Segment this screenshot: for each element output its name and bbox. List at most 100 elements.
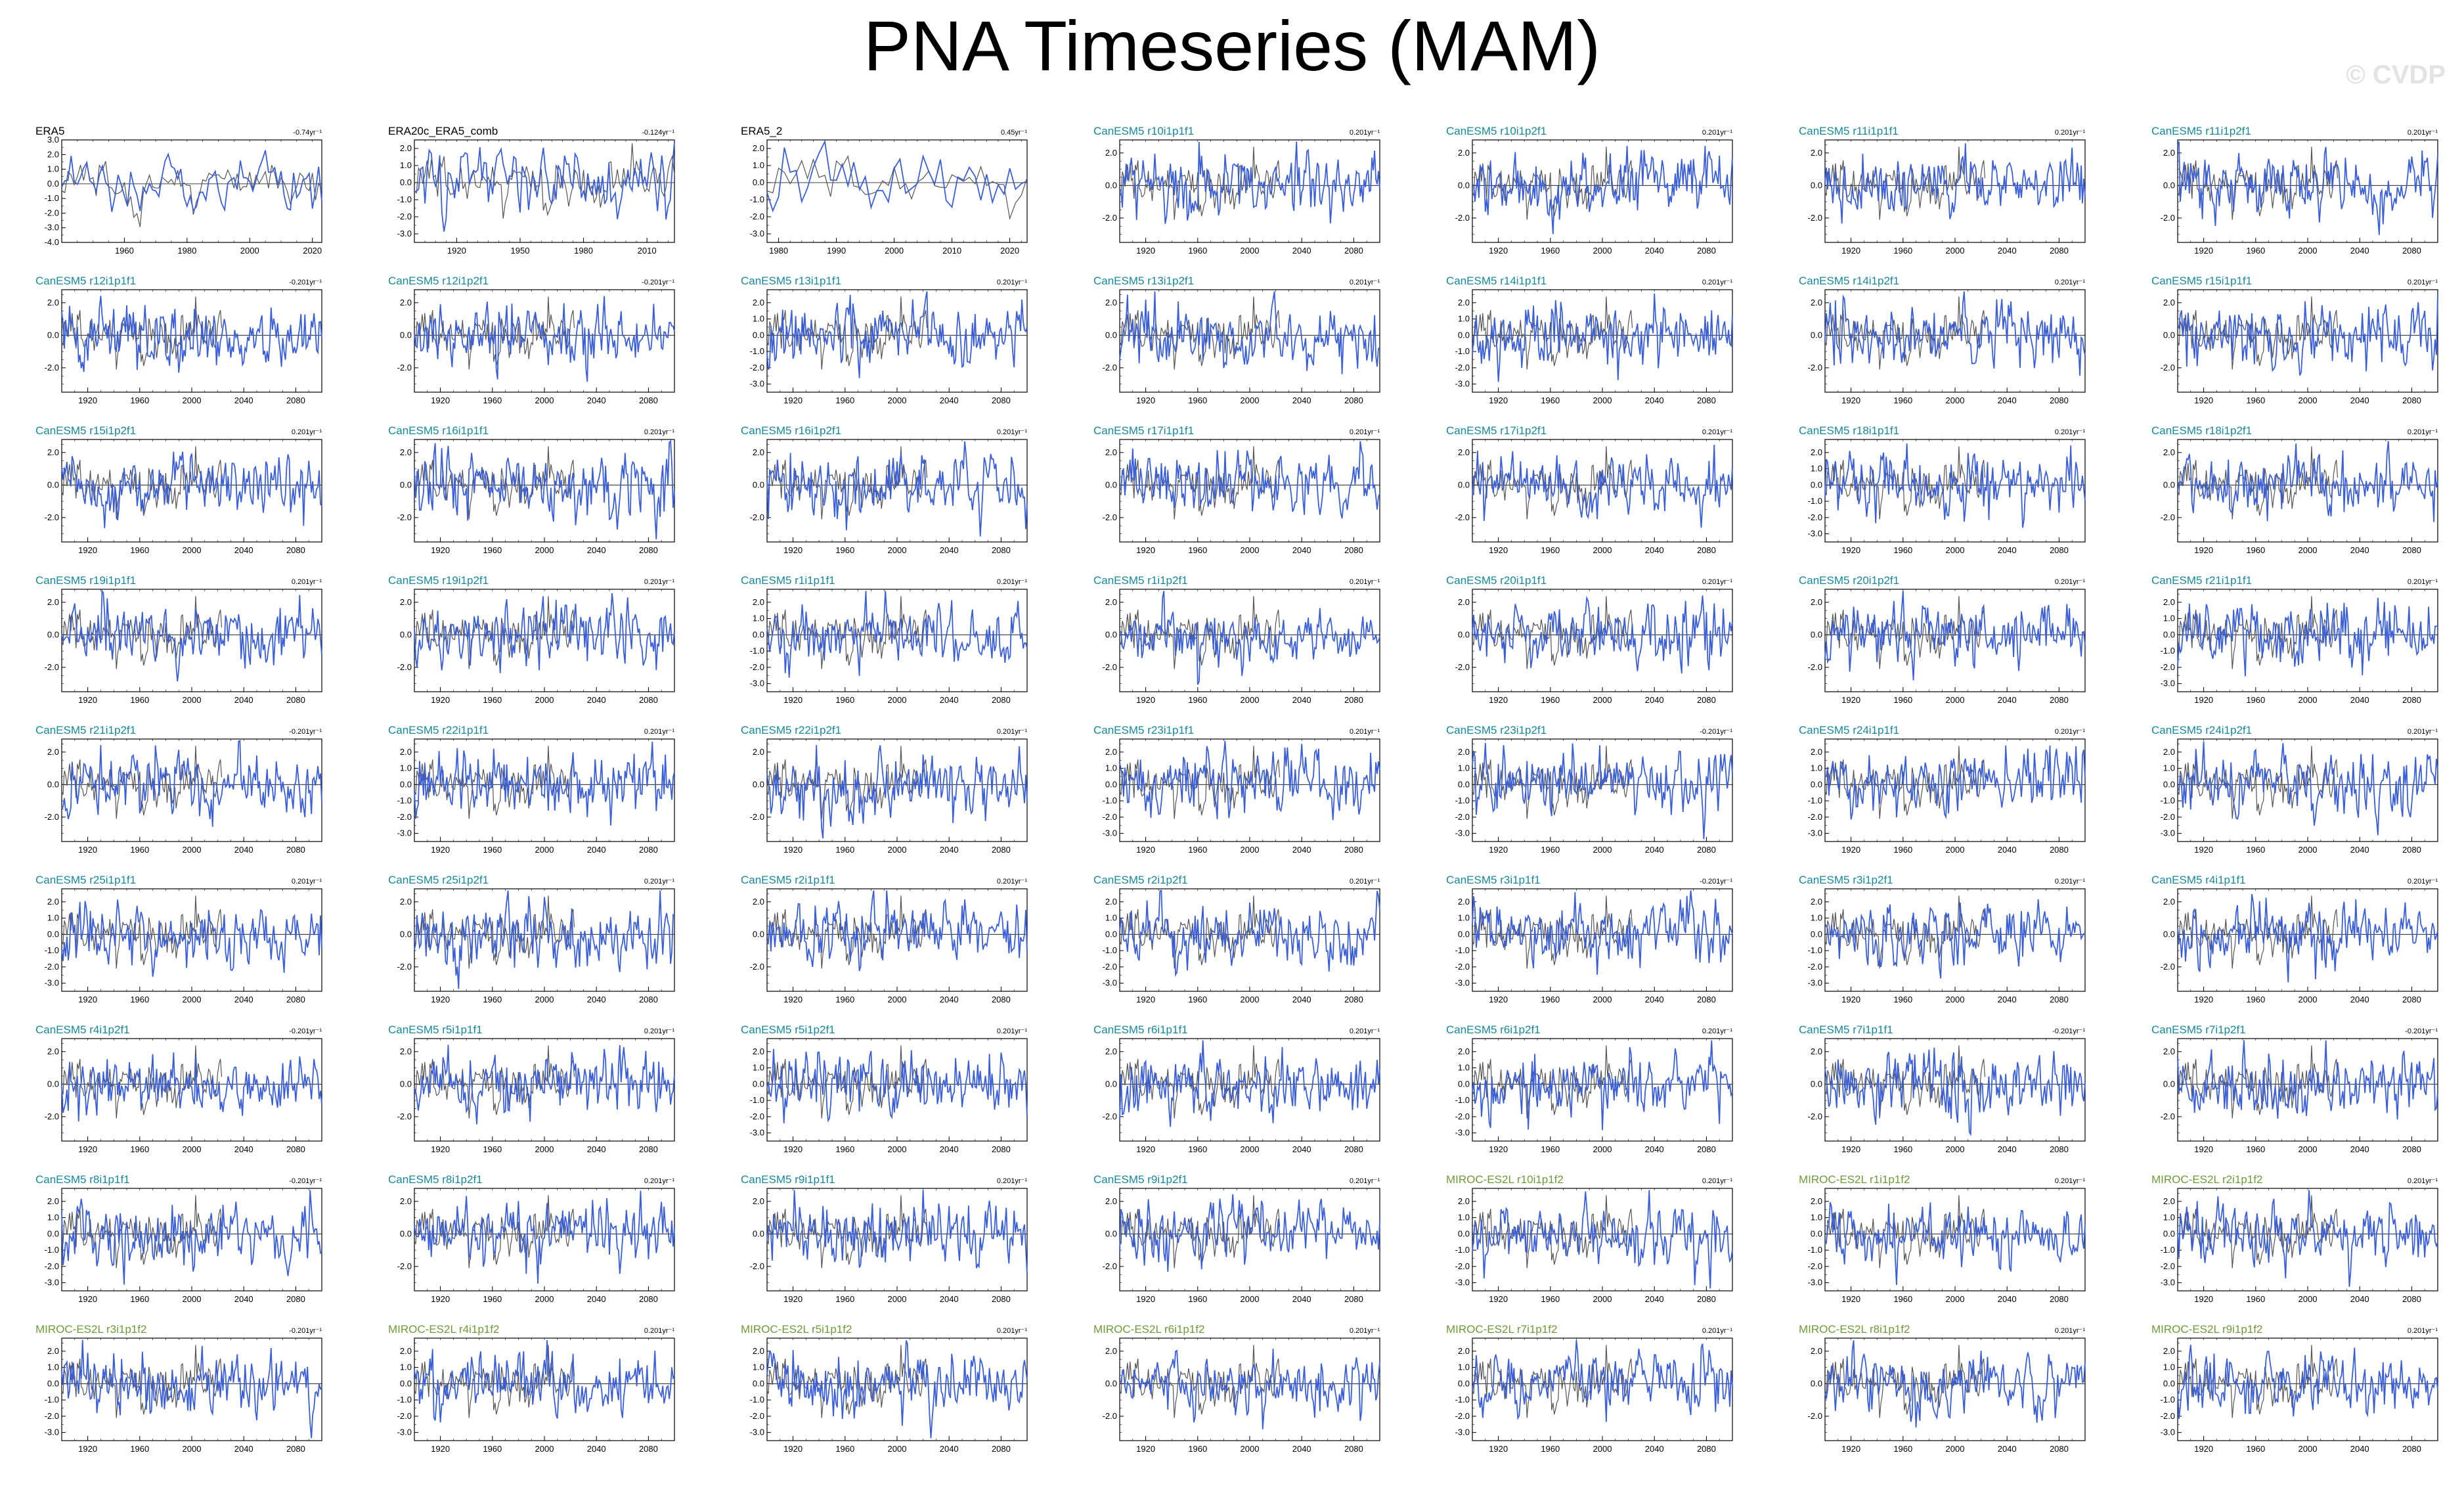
x-tick-label: 2000 xyxy=(535,545,554,555)
x-tick-label: 2040 xyxy=(587,1294,606,1304)
panel-svg: MIROC-ES2L r4i1p1f2 0.201yr⁻¹ 2.0 1.0 0.0 -1.… xyxy=(388,1323,675,1454)
x-tick-label: 2040 xyxy=(234,695,253,705)
y-tick-label: 1.0 xyxy=(1458,314,1470,324)
member-series-line xyxy=(61,451,322,529)
x-tick-label: 2000 xyxy=(1593,246,1612,256)
y-tick-label: 0.0 xyxy=(2163,629,2175,639)
y-tick-label: -1.0 xyxy=(1808,496,1822,506)
timeseries-panel: CanESM5 r25i1p1f1 0.201yr⁻¹ 2.0 1.0 0.0 -1.0 -… xyxy=(33,870,322,1004)
x-tick-label: 2000 xyxy=(888,1144,907,1154)
reference-series-line xyxy=(1472,146,1633,220)
panel-title: CanESM5 r12i1p1f1 xyxy=(35,275,136,287)
x-tick-label: 1920 xyxy=(1136,845,1155,855)
panel-title: CanESM5 r18i1p1f1 xyxy=(1799,424,1899,437)
panel-title: CanESM5 r5i1p1f1 xyxy=(388,1023,483,1036)
x-tick-label: 2000 xyxy=(1241,545,1260,555)
panel-title: CanESM5 r14i1p2f1 xyxy=(1799,275,1899,287)
x-tick-label: 1920 xyxy=(1489,1294,1508,1304)
y-tick-label: -2.0 xyxy=(2161,512,2175,522)
x-tick-label: 1920 xyxy=(783,845,803,855)
timeseries-panel: ERA20c_ERA5_comb -0.124yr⁻¹ 2.0 1.0 0.0 -1.0 -… xyxy=(385,122,675,256)
x-tick-label: 2080 xyxy=(992,845,1011,855)
x-tick-label: 2040 xyxy=(587,545,606,555)
y-tick-label: 0.0 xyxy=(2163,1228,2175,1238)
y-tick-label: 2.0 xyxy=(1811,148,1822,158)
x-tick-label: 2040 xyxy=(234,1144,253,1154)
plot-frame xyxy=(1472,289,1733,393)
y-tick-label: 0.0 xyxy=(753,929,764,939)
x-tick-label: 1980 xyxy=(769,246,788,256)
x-tick-label: 2080 xyxy=(639,545,658,555)
x-tick-label: 2080 xyxy=(1344,1144,1363,1154)
panel-trend-label: 0.201yr⁻¹ xyxy=(644,1027,674,1035)
panel-trend-label: 0.201yr⁻¹ xyxy=(2055,279,2085,286)
plot-frame xyxy=(2177,1188,2438,1292)
x-tick-label: 2040 xyxy=(1645,1144,1664,1154)
member-series-line xyxy=(2177,1190,2438,1287)
panel-svg: CanESM5 r13i1p1f1 0.201yr⁻¹ 2.0 1.0 0.0 -1.0 -… xyxy=(741,275,1028,405)
panel-title: CanESM5 r2i1p2f1 xyxy=(1093,874,1188,886)
panel-title: CanESM5 r10i1p1f1 xyxy=(1093,125,1194,137)
y-tick-label: 2.0 xyxy=(1811,897,1822,907)
x-tick-label: 2040 xyxy=(1292,246,1311,256)
y-tick-label: -1.0 xyxy=(397,194,412,204)
x-tick-label: 2040 xyxy=(2350,545,2369,555)
y-tick-label: -1.0 xyxy=(1455,1095,1470,1105)
panel-svg: CanESM5 r14i1p2f1 0.201yr⁻¹ 2.0 0.0 -2.0 1920… xyxy=(1799,275,2086,405)
y-tick-label: -3.0 xyxy=(1103,828,1117,838)
plot-frame xyxy=(1472,1337,1733,1441)
y-tick-label: 0.0 xyxy=(400,1228,412,1238)
y-tick-label: -2.0 xyxy=(1808,812,1822,822)
x-tick-label: 2000 xyxy=(1241,1294,1260,1304)
y-tick-label: -1.0 xyxy=(397,1395,412,1404)
y-tick-label: 0.0 xyxy=(1811,929,1822,939)
y-tick-label: 2.0 xyxy=(1105,298,1117,307)
x-tick-label: 2000 xyxy=(1241,246,1260,256)
panel-svg: CanESM5 r24i1p1f1 0.201yr⁻¹ 2.0 1.0 0.0 -1.0 -… xyxy=(1799,724,2086,855)
x-tick-label: 2080 xyxy=(2050,1294,2069,1304)
panel-trend-label: 0.201yr⁻¹ xyxy=(2055,129,2085,137)
y-tick-label: 1.0 xyxy=(1811,763,1822,773)
x-tick-label: 2040 xyxy=(1998,995,2017,1004)
plot-frame xyxy=(766,139,1028,243)
panel-trend-label: 0.201yr⁻¹ xyxy=(1702,578,1732,586)
reference-series-line xyxy=(2177,746,2339,819)
timeseries-panel: MIROC-ES2L r2i1p1f2 0.201yr⁻¹ 2.0 1.0 0.0 -1.… xyxy=(2149,1170,2438,1304)
y-tick-label: -3.0 xyxy=(1455,828,1470,838)
panel-title: MIROC-ES2L r2i1p1f2 xyxy=(2151,1173,2262,1186)
member-series-line xyxy=(1824,745,2086,820)
y-tick-label: -2.0 xyxy=(397,812,412,822)
y-tick-label: -1.0 xyxy=(750,346,764,356)
panel-trend-label: 0.201yr⁻¹ xyxy=(1350,1177,1380,1185)
panel-svg: CanESM5 r13i1p2f1 0.201yr⁻¹ 2.0 0.0 -2.0 1920… xyxy=(1093,275,1380,405)
x-tick-label: 2080 xyxy=(2050,845,2069,855)
y-tick-label: -1.0 xyxy=(1808,796,1822,805)
panel-title: ERA20c_ERA5_comb xyxy=(388,125,498,137)
member-series-line xyxy=(414,742,675,826)
panel-title: CanESM5 r13i1p1f1 xyxy=(741,275,841,287)
panel-trend-label: -0.201yr⁻¹ xyxy=(289,1177,322,1185)
reference-series-line xyxy=(2177,296,2339,370)
member-series-line xyxy=(1119,889,1380,977)
panel-trend-label: -0.201yr⁻¹ xyxy=(289,728,322,736)
y-tick-label: 2.0 xyxy=(1105,148,1117,158)
panel-title: CanESM5 r16i1p2f1 xyxy=(741,424,841,437)
y-tick-label: 1.0 xyxy=(2163,1213,2175,1223)
x-tick-label: 1960 xyxy=(2246,395,2265,405)
x-tick-label: 2000 xyxy=(1593,1144,1612,1154)
panel-title: MIROC-ES2L r6i1p1f2 xyxy=(1093,1323,1204,1336)
y-tick-label: -2.0 xyxy=(1103,213,1117,223)
member-series-line xyxy=(1119,291,1380,374)
y-tick-label: -2.0 xyxy=(2161,363,2175,372)
y-tick-label: 0.0 xyxy=(2163,929,2175,939)
x-tick-label: 1960 xyxy=(2246,995,2265,1004)
x-tick-label: 2000 xyxy=(1946,1294,1965,1304)
member-series-line xyxy=(61,296,322,373)
x-tick-label: 2080 xyxy=(2050,545,2069,555)
x-tick-label: 1960 xyxy=(483,995,502,1004)
timeseries-panel: CanESM5 r21i1p1f1 0.201yr⁻¹ 2.0 1.0 0.0 -1.0 -… xyxy=(2149,571,2438,705)
panel-title: CanESM5 r19i1p2f1 xyxy=(388,574,489,587)
x-tick-label: 1920 xyxy=(78,545,97,555)
x-tick-label: 2080 xyxy=(1697,695,1716,705)
x-tick-label: 1960 xyxy=(483,395,502,405)
